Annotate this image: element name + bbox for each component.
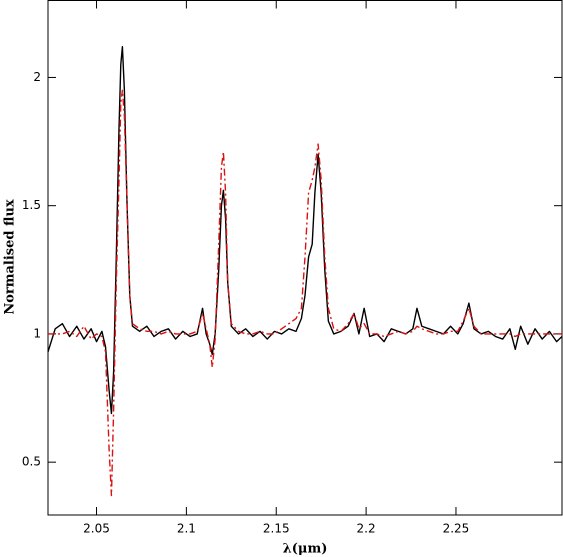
y-tick-label: 1.5 <box>22 198 41 212</box>
y-axis-label: Normalised flux <box>3 199 18 315</box>
x-tick-label: 2.15 <box>263 522 290 536</box>
spectrum-line <box>47 45 563 415</box>
x-tick-label: 2.2 <box>357 522 376 536</box>
spectrum-line <box>48 89 562 497</box>
y-tick-label: 0.5 <box>22 455 41 469</box>
x-tick-label: 2.05 <box>83 522 110 536</box>
y-tick-label: 2 <box>33 70 41 84</box>
x-tick-label: 2.25 <box>443 522 470 536</box>
plot-frame <box>47 0 563 516</box>
x-axis-label: λ(μm) <box>283 542 328 557</box>
y-tick-label: 1 <box>33 326 41 340</box>
x-tick-label: 2.1 <box>177 522 196 536</box>
